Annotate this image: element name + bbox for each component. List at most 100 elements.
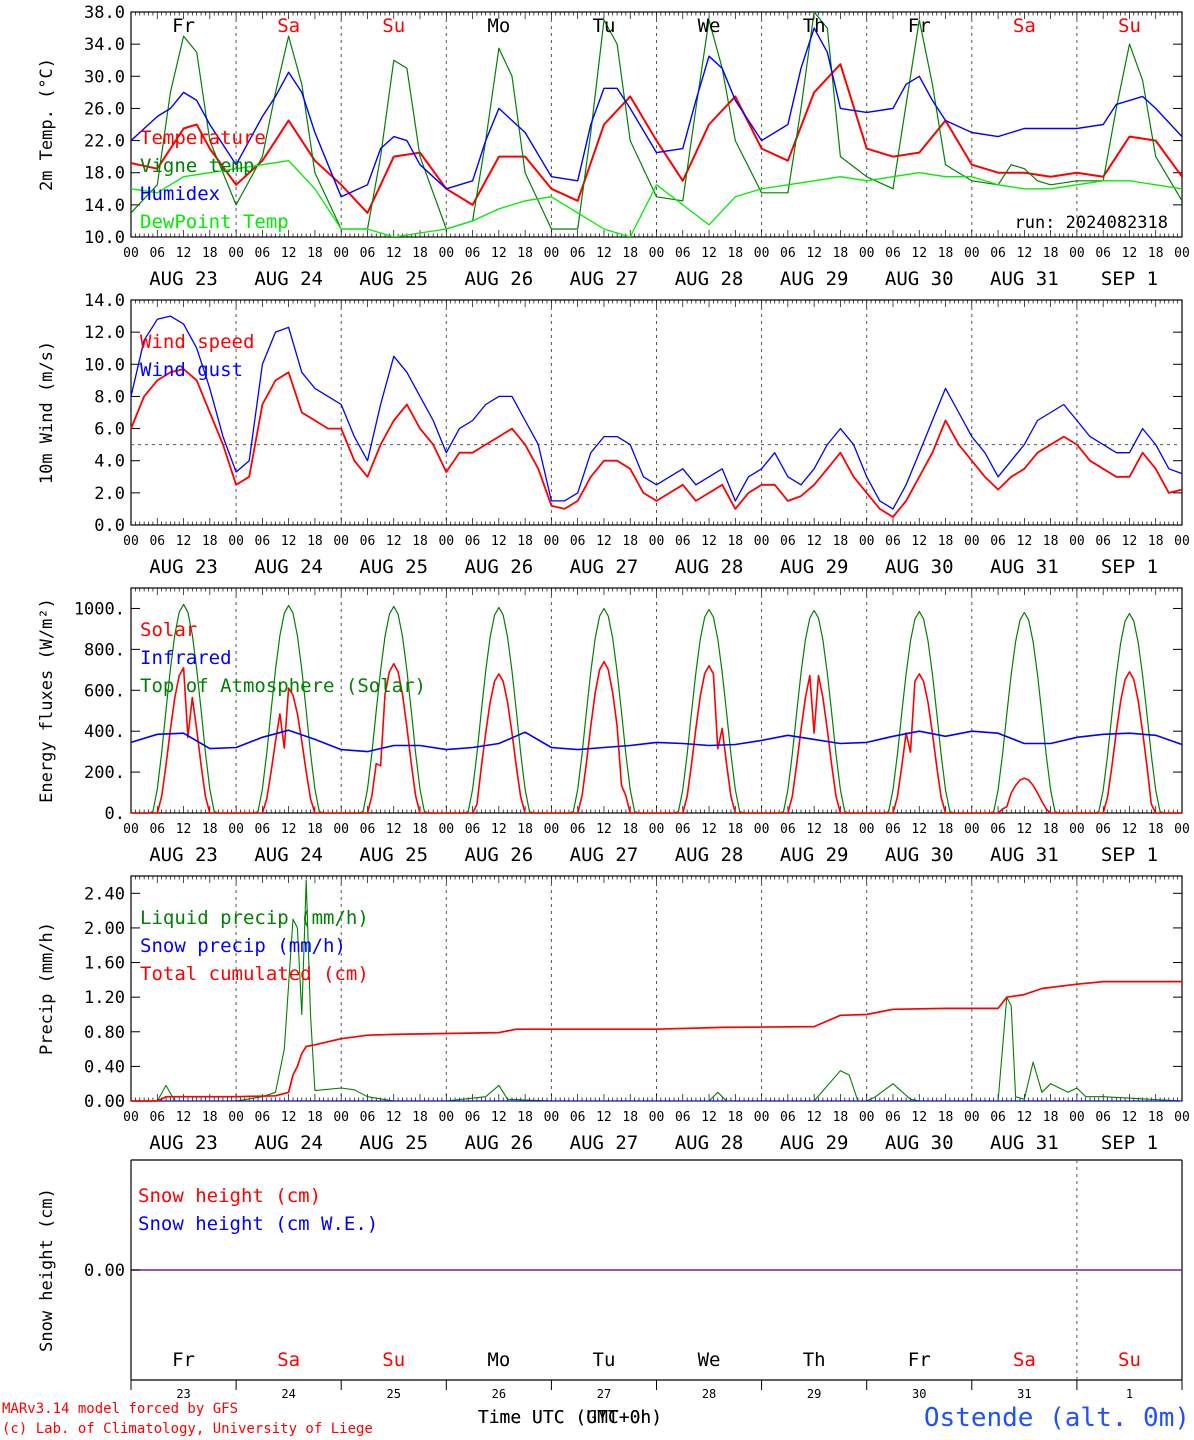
day-number-label: 26 xyxy=(492,1387,506,1401)
hour-tick-label: 12 xyxy=(911,1110,927,1125)
date-tick-label: AUG 28 xyxy=(675,844,744,866)
hour-tick-label: 06 xyxy=(149,1110,165,1125)
weekday-label: Fr xyxy=(908,15,931,37)
hour-tick-label: 06 xyxy=(149,822,165,837)
hour-tick-label: 12 xyxy=(491,1110,507,1125)
hour-tick-label: 00 xyxy=(859,534,875,549)
date-tick-label: AUG 30 xyxy=(885,844,954,866)
y-tick-label: 10.0 xyxy=(84,355,125,375)
hour-tick-label: 06 xyxy=(885,1110,901,1125)
date-tick-label: AUG 28 xyxy=(675,1132,744,1154)
hour-tick-label: 12 xyxy=(701,534,717,549)
hour-tick-label: 12 xyxy=(596,246,612,261)
hour-tick-label: 00 xyxy=(964,246,980,261)
hour-tick-label: 18 xyxy=(938,246,954,261)
x-axis-title-gmt: Time UTC (GMT+0h) xyxy=(478,1407,662,1428)
hour-tick-label: 06 xyxy=(780,822,796,837)
series-humidex xyxy=(131,27,1182,198)
y-tick-label: 0.40 xyxy=(84,1057,125,1077)
hour-tick-label: 06 xyxy=(255,822,271,837)
series-infrared xyxy=(130,729,1183,753)
y-axis-title: 2m Temp. (°C) xyxy=(37,58,57,191)
weekday-label: Su xyxy=(382,1349,405,1371)
hour-tick-label: 00 xyxy=(859,822,875,837)
y-tick-label: 26.0 xyxy=(84,99,125,119)
hour-tick-label: 12 xyxy=(701,246,717,261)
hour-tick-label: 18 xyxy=(833,822,849,837)
y-tick-label: 30.0 xyxy=(84,67,125,87)
hour-tick-label: 00 xyxy=(1069,534,1085,549)
weekday-label: Sa xyxy=(277,15,300,37)
legend-snow-height-cm-w-e: Snow height (cm W.E.) xyxy=(138,1213,378,1235)
day-number-label: 30 xyxy=(912,1387,926,1401)
lab-credit: (c) Lab. of Climatology, University of L… xyxy=(2,1421,373,1437)
series-dewpoint-temp xyxy=(131,160,1182,237)
hour-tick-label: 12 xyxy=(176,534,192,549)
date-tick-label: AUG 31 xyxy=(990,1132,1059,1154)
weekday-label: Tu xyxy=(593,15,616,37)
hour-tick-label: 18 xyxy=(412,1110,428,1125)
hour-tick-label: 12 xyxy=(491,534,507,549)
date-tick-label: AUG 27 xyxy=(570,556,639,578)
hour-tick-label: 06 xyxy=(885,534,901,549)
hour-tick-label: 00 xyxy=(964,1110,980,1125)
y-tick-label: 6.0 xyxy=(94,420,125,440)
hour-tick-label: 00 xyxy=(123,1110,139,1125)
weekday-label: Su xyxy=(382,15,405,37)
hour-tick-label: 12 xyxy=(701,822,717,837)
hour-tick-label: 06 xyxy=(1095,1110,1111,1125)
weekday-label: Fr xyxy=(908,1349,931,1371)
hour-tick-label: 18 xyxy=(517,1110,533,1125)
hour-tick-label: 00 xyxy=(438,1110,454,1125)
hour-tick-label: 18 xyxy=(1148,822,1164,837)
hour-tick-label: 12 xyxy=(1017,534,1033,549)
date-tick-label: AUG 26 xyxy=(465,268,534,290)
hour-tick-label: 06 xyxy=(255,534,271,549)
y-tick-label: 1.20 xyxy=(84,988,125,1008)
date-tick-label: AUG 27 xyxy=(570,268,639,290)
date-tick-label: AUG 31 xyxy=(990,844,1059,866)
date-tick-label: AUG 24 xyxy=(254,1132,323,1154)
hour-tick-label: 12 xyxy=(806,246,822,261)
y-tick-label: 34.0 xyxy=(84,35,125,55)
hour-tick-label: 12 xyxy=(1122,1110,1138,1125)
hour-tick-label: 06 xyxy=(570,822,586,837)
y-tick-label: 18.0 xyxy=(84,164,125,184)
legend-snow-height-cm: Snow height (cm) xyxy=(138,1185,321,1207)
y-tick-label: 0.80 xyxy=(84,1023,125,1043)
hour-tick-label: 12 xyxy=(806,1110,822,1125)
legend-solar: Solar xyxy=(140,619,197,641)
hour-tick-label: 00 xyxy=(754,1110,770,1125)
hour-tick-label: 06 xyxy=(360,1110,376,1125)
hour-tick-label: 18 xyxy=(412,822,428,837)
y-tick-label: 1000. xyxy=(74,599,125,619)
hour-tick-label: 00 xyxy=(123,822,139,837)
wind-panel: 00 06 12 18 00 06 12 18 00 06 12 18 00 06 12 18 00 06 12 18… xyxy=(37,291,1190,578)
hour-tick-label: 00 xyxy=(123,534,139,549)
hour-tick-label: 18 xyxy=(307,534,323,549)
weekday-label: Fr xyxy=(172,15,195,37)
hour-tick-label: 06 xyxy=(255,1110,271,1125)
y-tick-label: 2.40 xyxy=(84,884,125,904)
hour-tick-label: 18 xyxy=(1148,246,1164,261)
snow-panel: 0.00 Snow height (cm) Snow height (cm) Snow… xyxy=(37,1159,1183,1401)
hour-tick-label: 00 xyxy=(438,822,454,837)
hour-tick-label: 06 xyxy=(675,246,691,261)
legend-vigne-temp: Vigne temp xyxy=(140,155,254,177)
weekday-label: Su xyxy=(1118,15,1141,37)
y-tick-label: 8.0 xyxy=(94,387,125,407)
date-tick-label: AUG 28 xyxy=(675,556,744,578)
weekday-label: We xyxy=(698,1349,721,1371)
hour-tick-label: 18 xyxy=(727,246,743,261)
hour-tick-label: 06 xyxy=(465,822,481,837)
hour-tick-label: 12 xyxy=(1017,822,1033,837)
hour-tick-label: 00 xyxy=(649,534,665,549)
date-tick-label: AUG 23 xyxy=(149,1132,218,1154)
series-solar xyxy=(131,660,1182,814)
series-wind-gust xyxy=(130,315,1183,510)
hour-tick-label: 18 xyxy=(412,246,428,261)
hour-tick-label: 06 xyxy=(885,246,901,261)
hour-tick-label: 12 xyxy=(596,534,612,549)
